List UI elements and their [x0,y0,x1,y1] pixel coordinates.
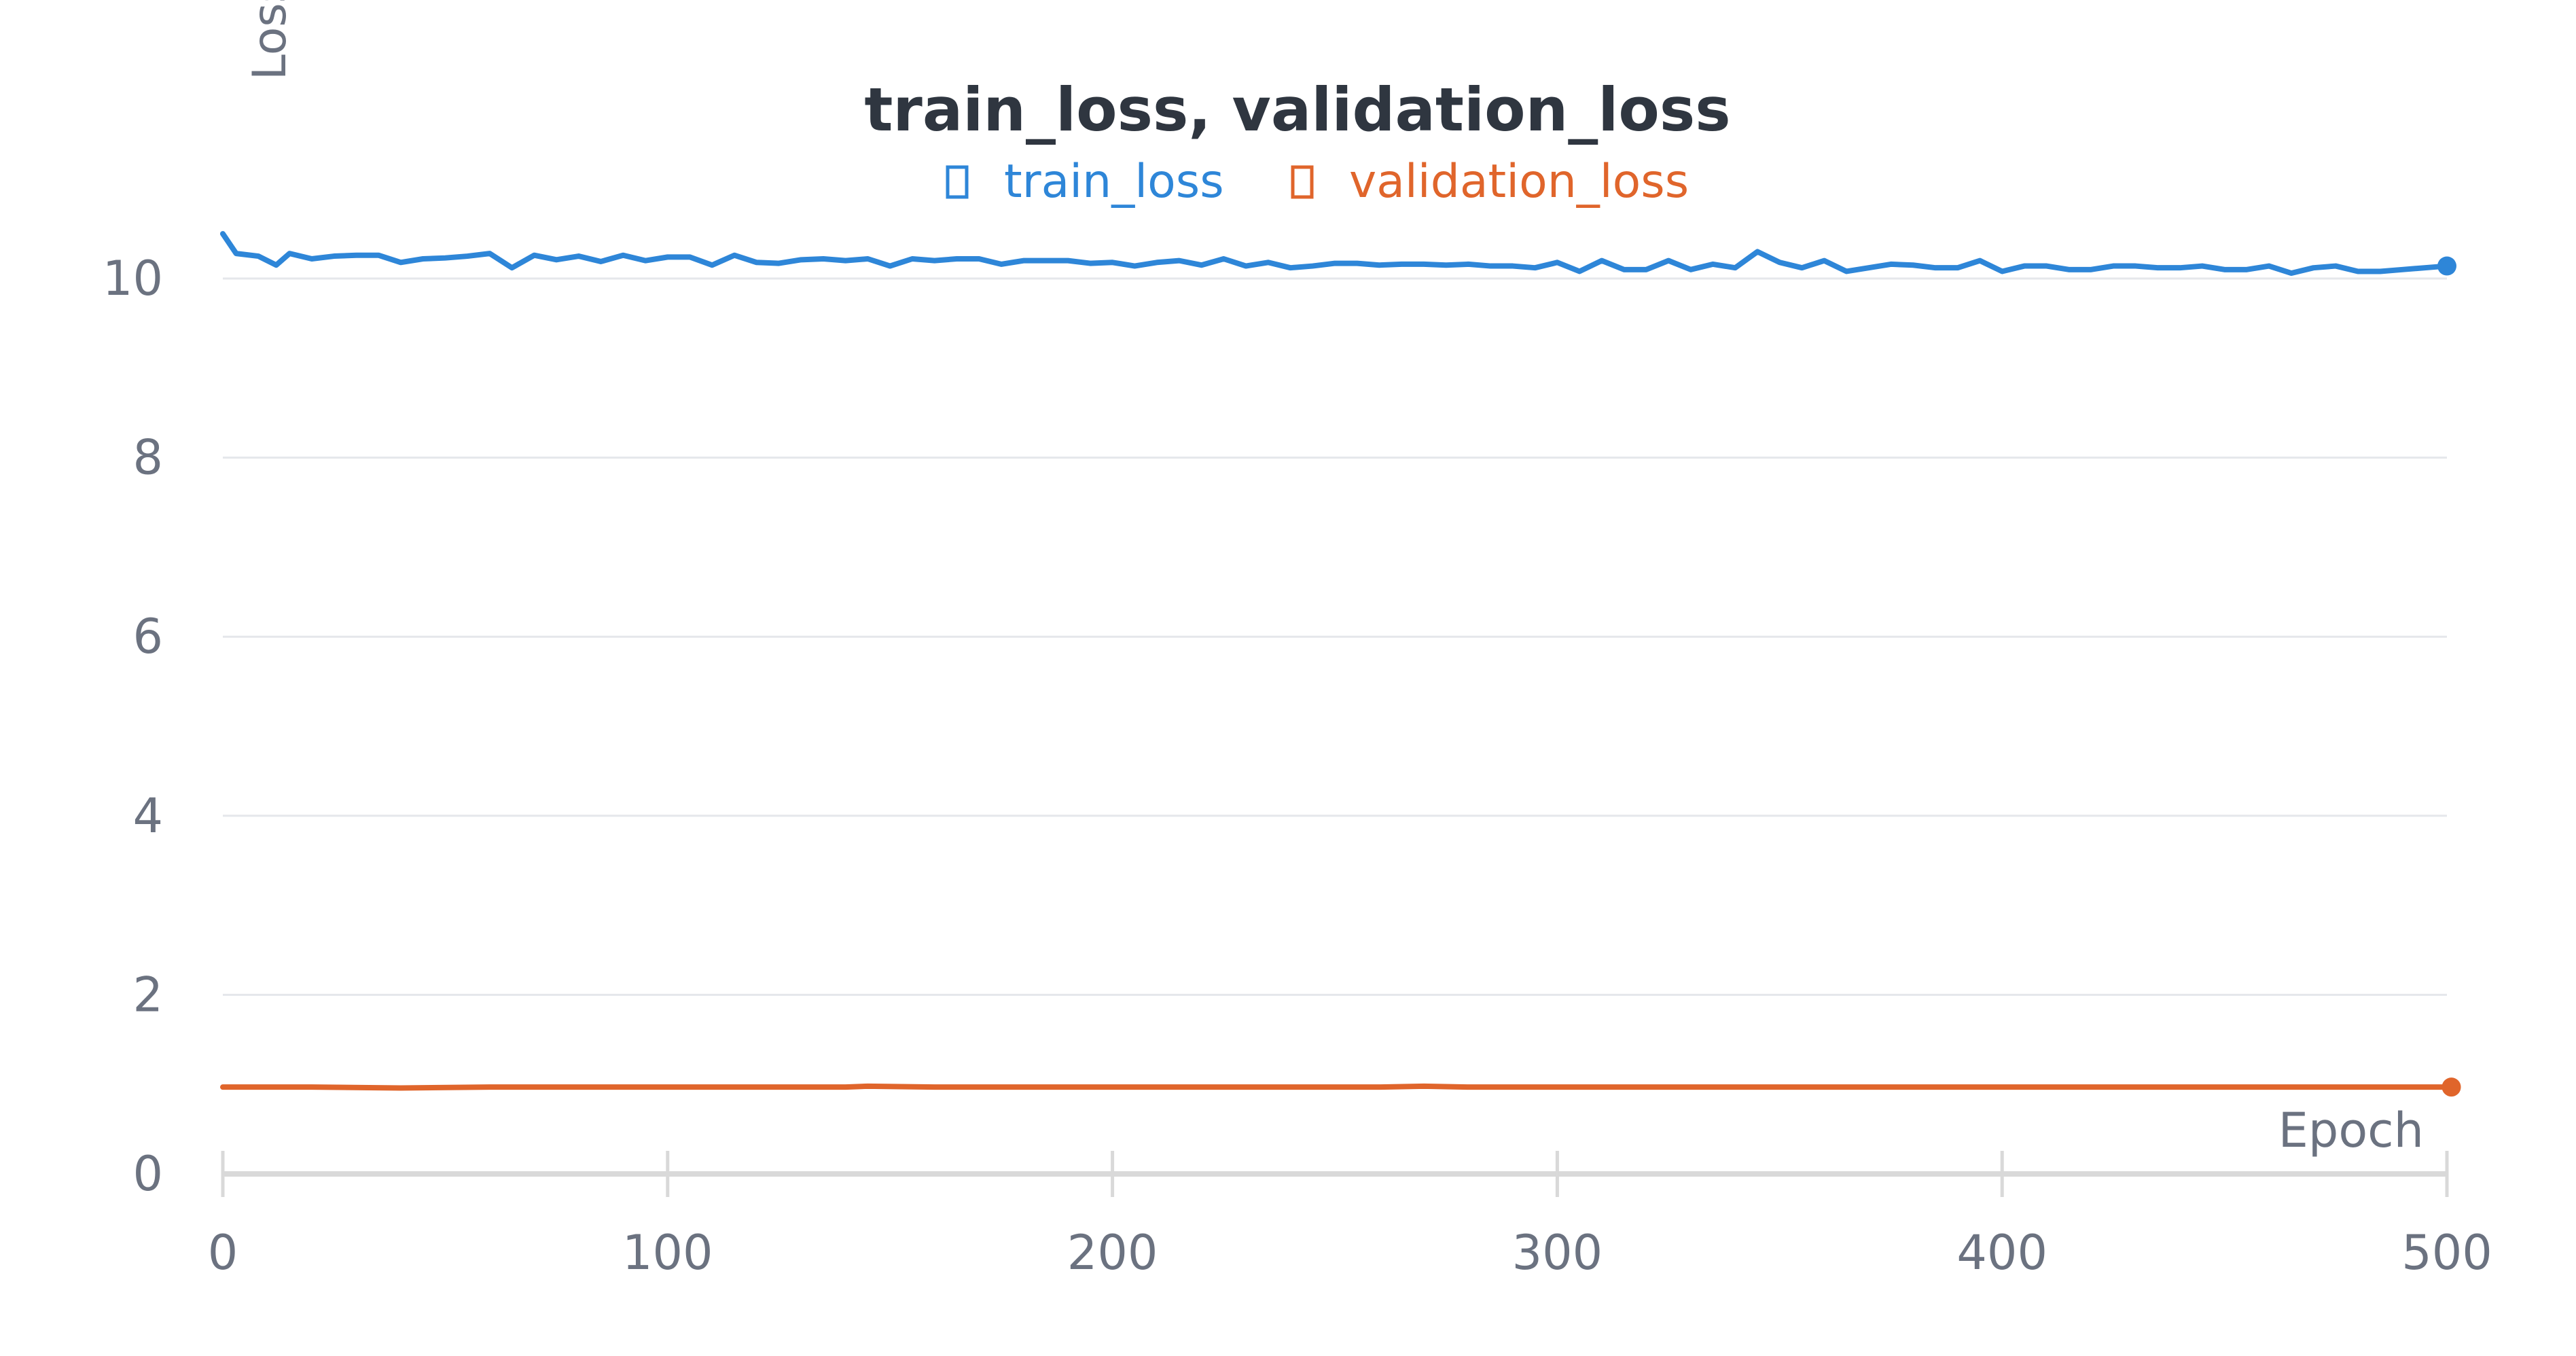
y-tick-label-10: 10 [103,251,163,306]
x-tick-label-500: 500 [2401,1225,2492,1281]
legend-swatch-validation-loss-icon [1291,165,1314,199]
series-endpoint-train-loss [2437,256,2456,276]
y-axis-label: Loss [243,0,297,80]
x-tick-label-400: 400 [1956,1225,2047,1281]
chart-title: train_loss, validation_loss [864,75,1730,145]
series-line-validation-loss [220,1083,2454,1091]
x-tick-label-100: 100 [622,1225,713,1281]
y-tick-label-4: 4 [132,788,163,844]
legend: train_loss validation_loss [946,155,1689,209]
x-axis-label: Epoch [2278,1103,2424,1158]
y-tick-label-0: 0 [132,1146,163,1202]
y-tick-label-8: 8 [132,430,163,486]
series-layer [220,231,2461,1097]
legend-item-train-loss[interactable]: train_loss [946,155,1224,209]
legend-swatch-train-loss-icon [946,165,969,199]
legend-label-train-loss: train_loss [1004,155,1224,209]
legend-item-validation-loss[interactable]: validation_loss [1291,155,1689,209]
y-tick-label-6: 6 [132,609,163,664]
x-tick-label-300: 300 [1512,1225,1603,1281]
x-tick-label-0: 0 [208,1225,238,1281]
text-layer: train_loss, validation_loss train_loss v… [243,0,2424,1158]
y-tick-label-2: 2 [132,967,163,1022]
x-tick-label-200: 200 [1067,1225,1158,1281]
series-line-train-loss [220,231,2450,276]
series-endpoint-validation-loss [2441,1077,2461,1097]
grid-layer [223,277,2447,996]
legend-label-validation-loss: validation_loss [1349,155,1689,209]
